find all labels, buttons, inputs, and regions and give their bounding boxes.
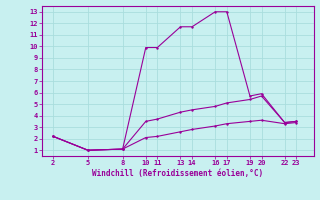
X-axis label: Windchill (Refroidissement éolien,°C): Windchill (Refroidissement éolien,°C) — [92, 169, 263, 178]
